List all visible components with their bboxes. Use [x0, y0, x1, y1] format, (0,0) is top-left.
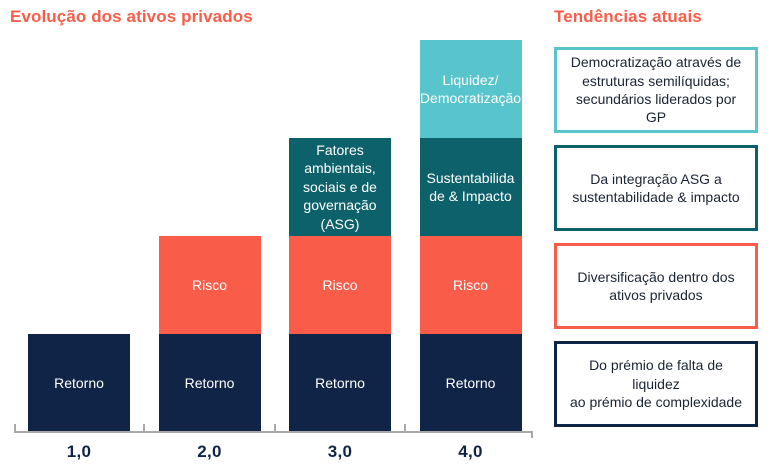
bar-segment: Sustentabilida de & Impacto: [419, 138, 522, 236]
trend-box: Democratização através de estruturas sem…: [554, 47, 758, 133]
x-axis-label: 2,0: [197, 442, 222, 461]
x-axis-label: 4,0: [458, 442, 483, 461]
bar-segment: Retorno: [158, 334, 261, 432]
axis-tick: [14, 424, 16, 432]
x-axis-label: 1,0: [66, 442, 92, 461]
x-axis-label: 3,0: [327, 442, 353, 461]
bar-segment: Risco: [158, 236, 261, 334]
bar-segment: Risco: [289, 236, 391, 334]
axis-tick: [143, 424, 145, 432]
axis-tick: [531, 431, 533, 438]
axis-tick: [404, 424, 406, 432]
trend-box: Da integração ASG a sustentabilidade & i…: [554, 145, 758, 231]
bar-segment: Retorno: [28, 334, 130, 432]
x-axis-line: [14, 431, 533, 433]
stacked-bar-chart: Retorno 1,0 Retorno Risco 2,0 Retorno Risco Fat…: [14, 40, 533, 461]
trend-box: Do prémio de falta de liquidez ao prémio…: [554, 341, 758, 427]
bar-segment: Liquidez/ Democratização: [419, 40, 522, 138]
trend-box: Diversificação dentro dos ativos privado…: [554, 243, 758, 329]
bar-segment: Fatores ambientais, sociais e de governa…: [289, 138, 391, 236]
bar-segment: Risco: [419, 236, 522, 334]
trends-title: Tendências atuais: [554, 7, 702, 26]
bar-segment: Retorno: [289, 334, 391, 432]
chart-title: Evolução dos ativos privados: [10, 7, 253, 26]
bar-segment: Retorno: [419, 334, 522, 432]
trend-boxes-list: Democratização através de estruturas sem…: [554, 47, 758, 427]
axis-tick: [274, 424, 276, 432]
